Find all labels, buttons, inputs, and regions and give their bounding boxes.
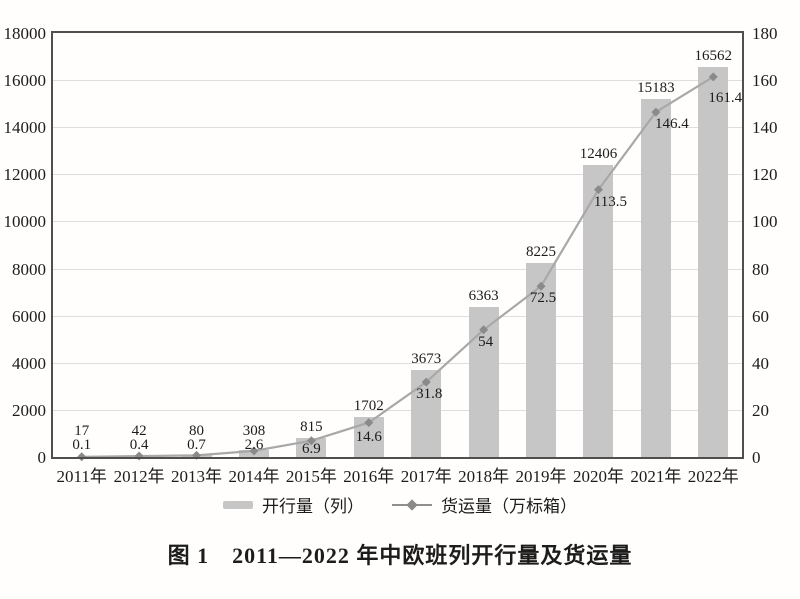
- line-value-label: 6.9: [302, 441, 321, 457]
- bar: [698, 66, 729, 457]
- x-axis-label: 2017年: [400, 467, 452, 486]
- left-axis-tick: 14000: [3, 118, 47, 138]
- line-value-label: 161.4: [708, 89, 743, 106]
- data-point-marker-icon: [593, 185, 603, 195]
- plot-area: 17 0.1 42 0.4 80 0.7 308 2.6 815 6.9 1702 14.6 3673 3…: [51, 31, 744, 462]
- x-axis-label: 2021年: [630, 467, 682, 486]
- data-point-marker-icon: [479, 325, 489, 335]
- legend-item-bar: 开行量（列）: [223, 492, 364, 517]
- data-point-marker-icon: [536, 281, 546, 291]
- line-value-label: 14.6: [355, 428, 382, 445]
- left-axis-tick: 10000: [3, 212, 47, 232]
- left-axis-tick: 8000: [12, 259, 46, 279]
- line-value-label: 54: [478, 333, 494, 350]
- bar-value-label: 12406: [579, 145, 618, 162]
- figure-caption: 图 1 2011—2022 年中欧班列开行量及货运量: [167, 543, 633, 568]
- right-axis-tick: 40: [752, 353, 769, 373]
- right-axis-tick: 0: [752, 448, 761, 467]
- x-axis-label: 2012年: [113, 467, 165, 486]
- x-axis-label: 2019年: [515, 467, 567, 486]
- line-path: [81, 75, 714, 458]
- bar: [526, 263, 557, 457]
- bar-value-label: 17: [74, 423, 90, 439]
- x-axis-label: 2020年: [572, 467, 624, 486]
- line-series: [77, 72, 718, 462]
- bar-value-label: 1702: [353, 397, 384, 414]
- bar-value-label: 815: [300, 418, 323, 435]
- line-marker-swatch-icon: [392, 498, 432, 511]
- right-axis-tick: 80: [752, 259, 769, 279]
- line-value-label: 146.4: [655, 116, 689, 133]
- left-axis-tick: 4000: [12, 353, 46, 373]
- left-axis-tick: 16000: [3, 71, 47, 91]
- data-point-marker-icon: [249, 446, 259, 456]
- right-axis-tick: 100: [752, 212, 778, 232]
- x-axis-label: 2014年: [228, 467, 280, 486]
- left-axis-tick: 12000: [3, 165, 47, 185]
- data-point-marker-icon: [708, 72, 718, 82]
- line-value-label: 72.5: [529, 290, 557, 307]
- data-point-marker-icon: [77, 452, 87, 462]
- data-point-marker-icon: [421, 377, 431, 387]
- x-axis-label: 2018年: [458, 467, 510, 486]
- bar-value-label: 3673: [411, 351, 442, 368]
- bar-value-label: 8225: [526, 244, 557, 261]
- gridline: [53, 127, 742, 129]
- gridline: [53, 409, 742, 411]
- gridline: [53, 362, 742, 364]
- data-point-marker-icon: [651, 107, 661, 117]
- gridline: [53, 80, 742, 82]
- legend: 开行量（列） 货运量（万标箱）: [0, 492, 800, 517]
- line-value-label: 2.6: [244, 437, 264, 453]
- x-axis-label: 2022年: [687, 467, 739, 486]
- right-axis-tick: 140: [752, 118, 778, 138]
- line-value-label: 31.8: [416, 386, 443, 403]
- gridline: [53, 221, 742, 223]
- bar-value-label: 16562: [694, 47, 733, 64]
- legend-line-label: 货运量（万标箱）: [441, 497, 577, 516]
- bar-value-label: 6363: [468, 288, 499, 305]
- right-axis-tick: 180: [752, 24, 778, 43]
- line-value-label: 113.5: [593, 193, 628, 210]
- x-axis-label: 2011年: [56, 467, 107, 486]
- right-axis-tick: 120: [752, 165, 778, 185]
- x-axis-label: 2013年: [171, 467, 223, 486]
- line-value-label: 0.4: [129, 437, 149, 453]
- bar-value-label: 80: [189, 423, 205, 439]
- bar-value-label: 42: [131, 423, 147, 439]
- right-axis-tick: 60: [752, 306, 769, 326]
- line-value-label: 0.7: [187, 437, 206, 453]
- left-axis-tick: 6000: [12, 306, 46, 326]
- bar-value-label: 308: [242, 423, 266, 439]
- right-axis-tick: 160: [752, 71, 778, 91]
- gridline: [53, 174, 742, 176]
- legend-bar-label: 开行量（列）: [262, 497, 364, 516]
- left-axis-tick: 18000: [3, 24, 47, 43]
- line-value-label: 0.1: [72, 437, 92, 453]
- gridline: [53, 268, 742, 270]
- bar-value-label: 15183: [637, 80, 675, 97]
- bar-swatch-icon: [223, 500, 253, 509]
- left-axis-tick: 0: [37, 448, 47, 467]
- right-axis-tick: 20: [752, 400, 769, 420]
- legend-item-line: 货运量（万标箱）: [392, 492, 577, 517]
- x-axis-label: 2015年: [285, 467, 337, 486]
- x-axis-label: 2016年: [343, 467, 395, 486]
- gridline: [53, 315, 742, 317]
- data-point-marker-icon: [306, 436, 316, 446]
- bar: [640, 99, 671, 457]
- data-point-marker-icon: [364, 418, 374, 428]
- left-axis-tick: 2000: [12, 400, 46, 420]
- bar: [583, 164, 614, 457]
